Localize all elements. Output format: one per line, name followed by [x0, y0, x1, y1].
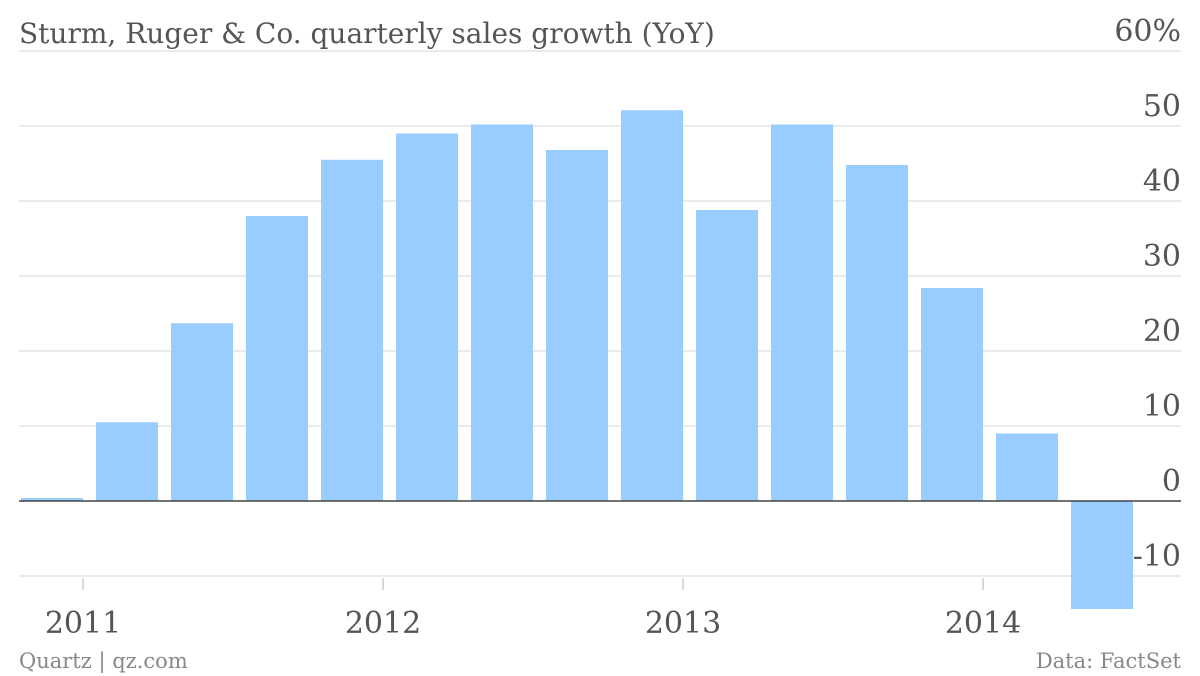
source-left: Quartz | qz.com: [19, 649, 188, 674]
bar: [396, 133, 458, 501]
bar: [21, 498, 83, 501]
y-tick-label: 10: [1143, 389, 1181, 424]
y-tick-label: 0: [1162, 464, 1181, 499]
bars: [21, 110, 1133, 609]
y-tick-label: -10: [1133, 539, 1181, 574]
bar: [546, 150, 608, 501]
x-axis-ticks: 2011 2012 2013 2014: [45, 578, 1021, 641]
bar: [246, 216, 308, 501]
y-axis-ticks: 60% 50 40 30 20 10 0 -10: [1114, 14, 1181, 574]
y-tick-label: 50: [1143, 89, 1181, 124]
bar: [96, 422, 158, 501]
x-tick-label: 2013: [645, 606, 721, 641]
bar: [471, 124, 533, 501]
bar: [621, 110, 683, 501]
source-right: Data: FactSet: [1036, 649, 1182, 673]
bar: [921, 288, 983, 501]
bar: [171, 323, 233, 501]
bar: [321, 159, 383, 501]
bar: [771, 124, 833, 501]
x-tick-label: 2011: [45, 606, 121, 641]
y-tick-label: 20: [1143, 314, 1181, 349]
bar: [1071, 501, 1133, 609]
x-tick-label: 2014: [945, 606, 1021, 641]
chart-title: Sturm, Ruger & Co. quarterly sales growt…: [19, 17, 715, 50]
bar: [846, 165, 908, 501]
y-tick-label: 40: [1143, 164, 1181, 199]
x-tick-label: 2012: [345, 606, 421, 641]
bar: [696, 210, 758, 501]
y-tick-label: 30: [1143, 239, 1181, 274]
bar: [996, 433, 1058, 501]
y-tick-label: 60%: [1114, 14, 1181, 49]
